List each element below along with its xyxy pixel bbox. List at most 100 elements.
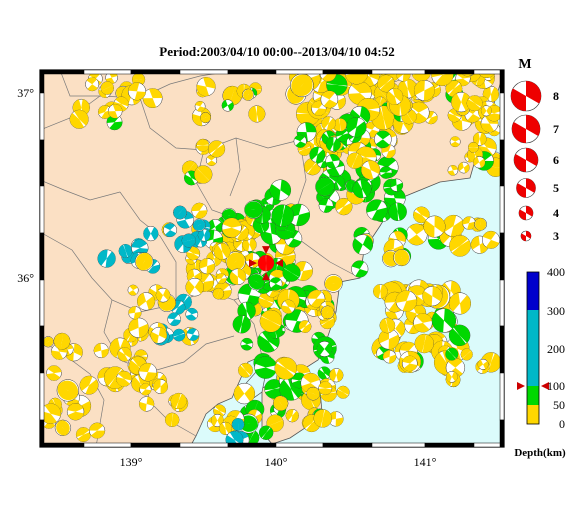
focal-mechanism[interactable] — [238, 362, 253, 378]
focal-mechanism[interactable] — [181, 233, 196, 248]
focal-mechanism[interactable] — [258, 292, 275, 309]
focal-mechanism[interactable] — [473, 156, 486, 169]
focal-mechanism[interactable] — [477, 358, 489, 370]
focal-mechanism[interactable] — [307, 289, 326, 308]
focal-mechanism[interactable] — [293, 134, 307, 148]
focal-mechanism[interactable] — [134, 252, 154, 271]
focal-mechanism[interactable] — [449, 136, 461, 148]
focal-mechanism[interactable] — [131, 239, 149, 257]
focal-mechanism[interactable] — [233, 382, 256, 405]
focal-mechanism[interactable] — [448, 324, 471, 347]
focal-mechanism[interactable] — [167, 312, 181, 327]
focal-mechanism[interactable] — [264, 379, 284, 399]
focal-mechanism[interactable] — [221, 99, 234, 112]
focal-mechanism[interactable] — [325, 136, 341, 152]
focal-mechanism[interactable] — [56, 379, 79, 402]
focal-mechanism[interactable] — [210, 413, 224, 428]
focal-mechanism[interactable] — [346, 117, 367, 138]
focal-mechanism[interactable] — [329, 368, 344, 383]
focal-mechanism[interactable] — [446, 370, 458, 383]
focal-mechanism[interactable] — [393, 249, 411, 267]
focal-mechanism[interactable] — [97, 249, 116, 268]
focal-mechanism[interactable] — [290, 73, 314, 98]
focal-mechanism[interactable] — [196, 138, 210, 152]
focal-mechanism[interactable] — [127, 284, 139, 296]
focal-mechanism[interactable] — [346, 152, 364, 169]
focal-mechanism[interactable] — [328, 411, 344, 427]
focal-mechanism[interactable] — [53, 332, 71, 350]
focal-mechanism[interactable] — [247, 273, 266, 291]
focal-mechanism[interactable] — [335, 127, 350, 142]
focal-mechanism[interactable] — [413, 313, 433, 333]
focal-mechanism[interactable] — [477, 59, 497, 78]
focal-mechanism[interactable] — [231, 418, 245, 431]
focal-mechanism[interactable] — [318, 381, 333, 396]
focal-mechanism[interactable] — [377, 74, 395, 93]
focal-mechanism[interactable] — [108, 103, 123, 119]
focal-mechanism[interactable] — [271, 204, 294, 227]
focal-mechanism[interactable] — [46, 365, 62, 381]
focal-mechanism[interactable] — [423, 215, 446, 238]
focal-mechanism[interactable] — [258, 425, 274, 440]
focal-mechanism[interactable] — [117, 347, 132, 362]
focal-mechanism[interactable] — [460, 348, 473, 361]
focal-mechanism[interactable] — [482, 230, 500, 249]
focal-mechanism[interactable] — [335, 197, 353, 216]
focal-mechanism[interactable] — [321, 116, 336, 131]
focal-mechanism[interactable] — [143, 225, 159, 242]
focal-mechanism[interactable] — [336, 385, 350, 399]
focal-mechanism[interactable] — [128, 317, 149, 338]
focal-mechanism[interactable] — [351, 260, 369, 278]
focal-mechanism[interactable] — [361, 160, 381, 180]
focal-mechanism[interactable] — [242, 88, 255, 101]
focal-mechanism[interactable] — [467, 141, 479, 153]
focal-mechanism[interactable] — [242, 237, 257, 252]
focal-mechanism[interactable] — [324, 274, 343, 293]
focal-mechanism[interactable] — [79, 375, 99, 395]
focal-mechanism[interactable] — [352, 179, 372, 199]
focal-mechanism[interactable] — [298, 320, 312, 333]
focal-mechanism[interactable] — [382, 350, 397, 364]
focal-mechanism[interactable] — [69, 109, 89, 129]
focal-mechanism[interactable] — [244, 200, 263, 219]
focal-mechanism[interactable] — [449, 235, 471, 257]
focal-mechanism[interactable] — [315, 177, 335, 197]
focal-mechanism[interactable] — [194, 100, 206, 112]
focal-mechanism[interactable] — [445, 347, 459, 361]
focal-mechanism[interactable] — [281, 299, 296, 314]
focal-mechanism[interactable] — [274, 357, 297, 380]
focal-mechanism[interactable] — [172, 328, 186, 342]
focal-mechanism[interactable] — [194, 165, 213, 184]
focal-mechanism[interactable] — [320, 90, 339, 109]
focal-mechanism[interactable] — [448, 292, 471, 315]
focal-mechanism[interactable] — [232, 315, 251, 334]
focal-mechanism[interactable] — [215, 273, 227, 285]
focal-mechanism[interactable] — [196, 77, 216, 97]
focal-mechanism[interactable] — [325, 153, 341, 169]
focal-mechanism[interactable] — [75, 427, 91, 443]
focal-mechanism[interactable] — [139, 383, 152, 396]
focal-mechanism[interactable] — [164, 412, 180, 428]
focal-mechanism[interactable] — [413, 79, 435, 101]
focal-mechanism[interactable] — [462, 216, 476, 230]
focal-mechanism[interactable] — [213, 243, 231, 260]
focal-mechanism[interactable] — [208, 140, 226, 158]
focal-mechanism[interactable] — [142, 88, 163, 109]
focal-mechanism[interactable] — [401, 355, 418, 372]
focal-mechanism[interactable] — [413, 206, 430, 224]
focal-mechanism[interactable] — [395, 290, 418, 312]
focal-mechanism[interactable] — [98, 105, 112, 119]
focal-mechanism[interactable] — [366, 199, 388, 221]
focal-mechanism[interactable] — [127, 82, 146, 101]
focal-mechanism[interactable] — [269, 277, 283, 291]
focal-mechanism[interactable] — [218, 421, 233, 436]
focal-mechanism[interactable] — [422, 286, 443, 307]
focal-mechanism[interactable] — [163, 223, 178, 238]
focal-mechanism[interactable] — [389, 178, 404, 192]
focal-mechanism[interactable] — [197, 228, 211, 242]
focal-mechanism[interactable] — [259, 309, 283, 333]
focal-mechanism[interactable] — [118, 244, 133, 258]
focal-mechanism[interactable] — [170, 392, 187, 410]
focal-mechanism[interactable] — [352, 234, 374, 255]
highlighted-event[interactable] — [249, 246, 284, 281]
